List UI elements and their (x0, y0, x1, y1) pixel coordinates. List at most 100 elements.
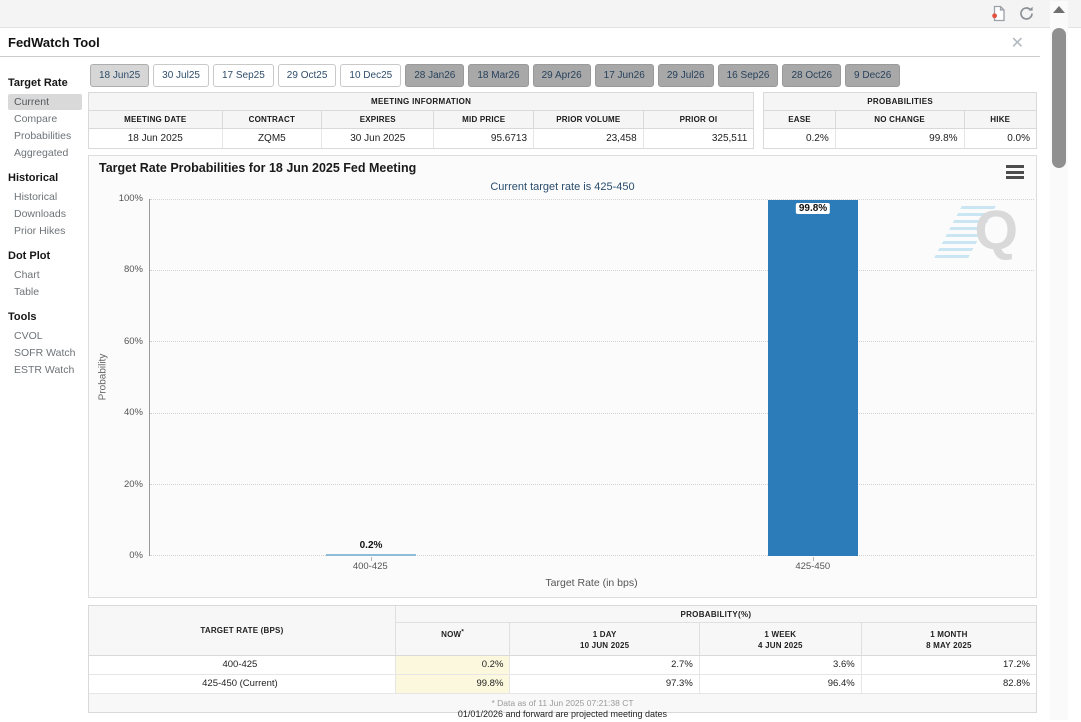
one-week-probability-cell: 3.6% (700, 655, 862, 674)
column-header: 1 DAY 10 JUN 2025 (510, 623, 700, 655)
sidebar-item[interactable]: Compare (14, 113, 58, 125)
meeting-date-tab[interactable]: 9 Dec26 (845, 64, 901, 87)
refresh-icon[interactable] (1018, 5, 1035, 22)
top-toolbar (0, 0, 1081, 28)
table-cell: 23,458 (534, 129, 644, 148)
scrollbar[interactable] (1050, 1, 1068, 720)
one-month-probability-cell: 82.8% (1003, 678, 1030, 690)
sidebar-item[interactable]: Table (14, 286, 40, 298)
sidebar-item[interactable]: ESTR Watch (14, 364, 75, 376)
bar-value-label: 99.8% (795, 202, 831, 214)
sidebar-item[interactable]: Chart (14, 269, 40, 281)
column-header: EXPIRES (322, 111, 435, 128)
export-document-icon[interactable] (991, 5, 1006, 22)
meeting-date-tab[interactable]: 28 Jan26 (405, 64, 465, 87)
quikstrike-watermark-icon: Q (934, 200, 1020, 262)
sidebar-section-tools: Tools (8, 311, 37, 323)
projected-dates-note: 01/01/2026 and forward are projected mee… (457, 709, 668, 719)
column-header: NOW* (396, 623, 511, 655)
table-cell: 99.8% (836, 129, 965, 148)
table-cell: 18 Jun 2025 (89, 129, 223, 148)
y-tick-label: 0% (129, 549, 143, 561)
column-header: 1 WEEK 4 JUN 2025 (700, 623, 862, 655)
probability-chart: Target Rate Probabilities for 18 Jun 202… (88, 155, 1037, 598)
now-probability-cell: 0.2% (395, 655, 511, 674)
chart-bars: 0.2% 99.8% (150, 199, 1034, 561)
y-tick-label: 40% (123, 407, 143, 419)
chart-bar-slot: 0.2% (150, 199, 592, 561)
probabilities-summary-table: PROBABILITIES EASE NO CHANGE HIKE 0.2% 99.8… (763, 92, 1037, 149)
one-month-probability-cell: 17.2% (1003, 659, 1030, 671)
column-header: PRIOR VOLUME (534, 111, 644, 128)
table-cell: 325,511 (711, 133, 748, 144)
x-axis-title: Target Rate (in bps) (545, 577, 638, 589)
column-header: EASE (764, 111, 836, 128)
chart-title: Target Rate Probabilities for 18 Jun 202… (99, 161, 417, 175)
meeting-information-title: MEETING INFORMATION (89, 93, 754, 111)
table-row: 425-450 (Current) 99.8% 97.3% 96.4% 82.8… (89, 674, 1036, 694)
bar-value-label: 0.2% (359, 540, 383, 551)
x-axis-tick-labels: 400-425 425-450 (149, 561, 1034, 572)
table-cell: 0.0% (1007, 133, 1030, 144)
data-as-of-note: * Data as of 11 Jun 2025 07:21:38 CT (89, 693, 1036, 712)
target-rate-cell: 425-450 (Current) (89, 674, 396, 693)
column-header: HIKE (990, 115, 1011, 124)
meeting-date-tab[interactable]: 28 Oct26 (782, 64, 842, 87)
column-header-target-rate: TARGET RATE (BPS) (89, 606, 396, 655)
y-axis-title: Probability (97, 353, 109, 401)
sidebar: Target Rate Current Compare Probabilities A… (0, 66, 88, 379)
scroll-thumb[interactable] (1052, 28, 1066, 168)
meeting-date-tab[interactable]: 16 Sep26 (717, 64, 779, 87)
x-tick-label: 425-450 (795, 561, 831, 572)
y-tick-label: 20% (123, 478, 143, 490)
titlebar: FedWatch Tool ✕ (0, 28, 1040, 57)
chart-bar: 99.8% (768, 199, 858, 556)
meeting-date-tab[interactable]: 18 Jun25 (90, 64, 150, 87)
y-tick-label: 60% (123, 335, 143, 347)
sidebar-item[interactable]: Aggregated (14, 147, 69, 159)
sidebar-item[interactable]: CVOL (14, 330, 43, 342)
meeting-date-tab[interactable]: 29 Oct25 (277, 64, 337, 87)
chart-context-menu-icon[interactable] (1006, 165, 1024, 182)
probability-history-table: TARGET RATE (BPS) PROBABILITY(%) NOW* 1 … (88, 605, 1037, 713)
y-axis-tick-labels: 100% 80% 60% 40% 20% 0% (119, 192, 143, 563)
meeting-date-tab[interactable]: 10 Dec25 (340, 64, 402, 87)
meeting-date-tab[interactable]: 17 Sep25 (212, 64, 274, 87)
table-cell: 30 Jun 2025 (322, 129, 435, 148)
plot-area: 100% 80% 60% 40% 20% 0% 0.2% 99.8% (119, 193, 1034, 561)
column-header: MID PRICE (434, 111, 535, 128)
meeting-date-tab[interactable]: 18 Mar26 (468, 64, 529, 87)
x-tick-label: 400-425 (352, 561, 388, 572)
y-tick-label: 80% (123, 264, 143, 276)
chart-bar: 0.2% (326, 540, 416, 556)
y-tick-label: 100% (118, 193, 143, 204)
target-rate-cell: 400-425 (89, 655, 396, 674)
column-header: 1 MONTH 8 MAY 2025 (926, 629, 972, 650)
meeting-date-tab[interactable]: 30 Jul25 (153, 64, 209, 87)
close-icon[interactable]: ✕ (1010, 35, 1024, 52)
table-cell: ZQM5 (223, 129, 323, 148)
sidebar-item[interactable]: Current (8, 94, 82, 110)
sidebar-item[interactable]: SOFR Watch (14, 347, 76, 359)
sidebar-item[interactable]: Historical (14, 191, 58, 203)
now-probability-cell: 99.8% (395, 674, 511, 693)
column-header: NO CHANGE (836, 111, 965, 128)
gridlines (150, 199, 1034, 556)
chart-subtitle: Current target rate is 425-450 (490, 181, 635, 193)
triangle-up-icon (1053, 5, 1065, 13)
scroll-up-arrow[interactable] (1050, 1, 1068, 17)
sidebar-item[interactable]: Prior Hikes (14, 225, 66, 237)
meeting-information-table: MEETING INFORMATION MEETING DATE CONTRACT… (88, 92, 755, 149)
column-header: PRIOR OI (679, 115, 718, 124)
one-week-probability-cell: 96.4% (700, 674, 862, 693)
meeting-date-tab[interactable]: 29 Apr26 (532, 64, 591, 87)
sidebar-item[interactable]: Downloads (14, 208, 66, 220)
meeting-date-tab[interactable]: 29 Jul26 (657, 64, 714, 87)
one-day-probability-cell: 97.3% (510, 674, 700, 693)
column-header: CONTRACT (223, 111, 323, 128)
meeting-date-tab[interactable]: 17 Jun26 (594, 64, 654, 87)
column-header: MEETING DATE (89, 111, 223, 128)
one-day-probability-cell: 2.7% (510, 655, 700, 674)
sidebar-item[interactable]: Probabilities (14, 130, 72, 142)
probabilities-title: PROBABILITIES (764, 93, 1036, 111)
